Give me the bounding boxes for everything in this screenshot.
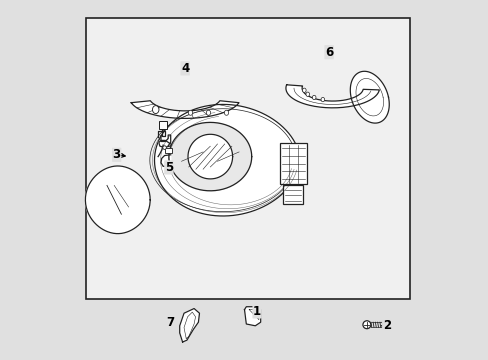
Polygon shape	[159, 140, 170, 148]
Polygon shape	[154, 104, 300, 216]
Text: 3: 3	[112, 148, 121, 161]
Bar	[86, 18, 409, 299]
Ellipse shape	[302, 88, 305, 93]
Text: 1: 1	[252, 305, 261, 318]
Polygon shape	[85, 166, 150, 234]
Polygon shape	[168, 122, 251, 191]
Ellipse shape	[305, 92, 309, 96]
Polygon shape	[187, 134, 232, 179]
Text: 6: 6	[325, 46, 332, 59]
Ellipse shape	[312, 95, 315, 100]
Ellipse shape	[163, 146, 166, 149]
Ellipse shape	[206, 110, 210, 115]
Polygon shape	[244, 307, 260, 326]
Polygon shape	[131, 101, 239, 118]
Bar	[164, 148, 171, 153]
Bar	[159, 121, 166, 129]
Ellipse shape	[362, 321, 370, 329]
Polygon shape	[349, 71, 388, 123]
Polygon shape	[285, 85, 379, 108]
Ellipse shape	[224, 110, 228, 115]
Ellipse shape	[321, 98, 324, 102]
Text: 4: 4	[181, 62, 189, 75]
Ellipse shape	[152, 105, 159, 113]
Bar	[279, 143, 306, 184]
Polygon shape	[179, 309, 199, 342]
Ellipse shape	[188, 110, 192, 115]
Text: 2: 2	[382, 319, 390, 332]
Bar	[283, 185, 303, 204]
Text: 7: 7	[166, 316, 174, 329]
Text: 5: 5	[164, 161, 173, 174]
Polygon shape	[161, 155, 170, 166]
